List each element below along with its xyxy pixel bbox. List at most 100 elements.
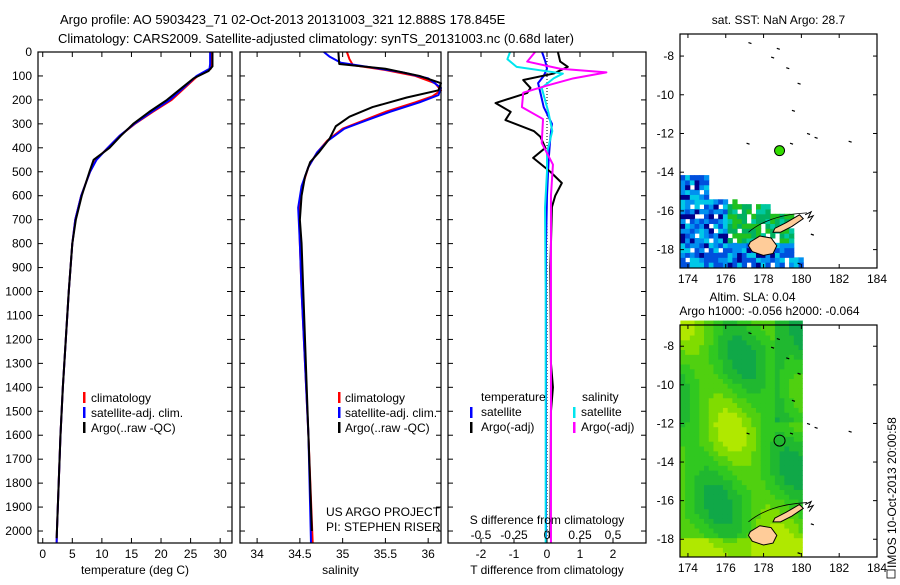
sla-cell	[756, 518, 762, 524]
sla-cell	[727, 513, 733, 519]
sla-cell	[680, 532, 686, 539]
sla-cell	[793, 436, 800, 442]
sla-cell	[680, 450, 686, 457]
sla-cell	[789, 402, 795, 408]
sla-cell	[694, 392, 700, 399]
sla-cell	[756, 552, 762, 558]
sst-cell	[694, 252, 700, 258]
sla-cell	[774, 363, 781, 370]
sla-cell	[793, 450, 800, 457]
y-tick-label: -16	[657, 204, 675, 218]
sla-cell	[685, 421, 691, 428]
sla-cell	[713, 547, 719, 553]
sst-cell	[689, 238, 696, 244]
sla-cell	[685, 330, 691, 336]
sla-cell	[784, 547, 790, 553]
sla-cell	[699, 388, 705, 394]
sla-cell	[704, 407, 710, 413]
x-tick-label: 176	[716, 561, 736, 575]
sla-cell	[680, 407, 686, 413]
sla-cell	[765, 325, 771, 331]
sla-cell	[770, 335, 776, 341]
sla-cell	[713, 470, 719, 476]
sla-cell	[793, 407, 800, 413]
sst-cell	[704, 175, 710, 181]
sla-cell	[779, 532, 785, 539]
sla-cell	[793, 426, 800, 433]
sla-cell	[756, 513, 762, 519]
sla-cell	[727, 417, 733, 423]
sla-cell	[713, 388, 719, 394]
sla-cell	[784, 474, 790, 481]
sla-cell	[784, 368, 790, 375]
sla-cell	[784, 436, 790, 442]
sst-cell	[704, 262, 710, 268]
sla-cell	[727, 402, 733, 408]
sst-cell	[722, 252, 729, 258]
sla-cell	[694, 446, 700, 452]
sla-cell	[784, 359, 790, 365]
sla-cell	[718, 494, 724, 500]
sla-cell	[765, 330, 771, 336]
sla-cell	[751, 503, 757, 510]
sla-cell	[704, 392, 710, 399]
legend-swatch-temp-satellite	[470, 407, 473, 418]
sla-cell	[798, 392, 803, 399]
sla-cell	[689, 407, 696, 413]
sla-cell	[741, 378, 748, 384]
sst-cell	[694, 257, 700, 263]
sst-cell	[789, 233, 795, 239]
sla-cell	[779, 523, 785, 529]
viti-levu-island	[747, 235, 778, 256]
sst-cell	[741, 228, 748, 234]
sst-cell	[694, 179, 700, 186]
sla-cell	[718, 446, 724, 452]
sla-cell	[774, 421, 781, 428]
sla-cell	[689, 508, 696, 515]
sla-cell	[784, 363, 790, 370]
axes-box	[239, 51, 442, 544]
sst-cell	[784, 252, 790, 258]
sla-cell	[737, 470, 743, 476]
sla-cell	[680, 339, 686, 346]
y-tick-label: -12	[657, 416, 675, 430]
sla-cell	[774, 320, 781, 326]
sst-cell	[680, 213, 686, 220]
sla-cell	[713, 330, 719, 336]
sla-cell	[722, 373, 729, 379]
sla-cell	[685, 465, 691, 471]
sst-cell	[704, 233, 710, 239]
sla-cell	[760, 407, 766, 413]
island	[770, 56, 775, 59]
x-tick-label: 35	[336, 547, 350, 561]
sla-cell	[756, 392, 762, 399]
sla-cell	[737, 349, 743, 355]
sst-cell	[746, 223, 752, 229]
sla-cell	[732, 421, 738, 428]
legend-label: Argo(-adj)	[481, 420, 534, 434]
s-axis-label: S difference from climatology	[470, 513, 625, 527]
sst-cell	[756, 262, 762, 268]
sla-cell	[789, 363, 795, 370]
sla-cell	[713, 499, 719, 505]
sla-cell	[751, 359, 757, 365]
sla-cell	[708, 532, 714, 539]
sla-cell	[760, 547, 766, 553]
sst-cell	[784, 213, 790, 220]
sla-cell	[718, 547, 724, 553]
sla-cell	[789, 523, 795, 529]
sst-cell	[741, 238, 748, 244]
sla-cell	[718, 392, 724, 399]
sla-cell	[722, 388, 729, 394]
sla-cell	[718, 349, 724, 355]
sla-cell	[727, 407, 733, 413]
sla-cell	[779, 417, 785, 423]
sst-cell	[699, 262, 705, 268]
sla-cell	[774, 339, 781, 346]
series-line-argo-raw-qc-	[55, 52, 214, 539]
sla-cell	[798, 421, 803, 428]
sst-cell	[774, 257, 781, 263]
lau-islands	[804, 500, 815, 512]
vanua-levu-island	[772, 214, 805, 233]
sla-cell	[756, 446, 762, 452]
